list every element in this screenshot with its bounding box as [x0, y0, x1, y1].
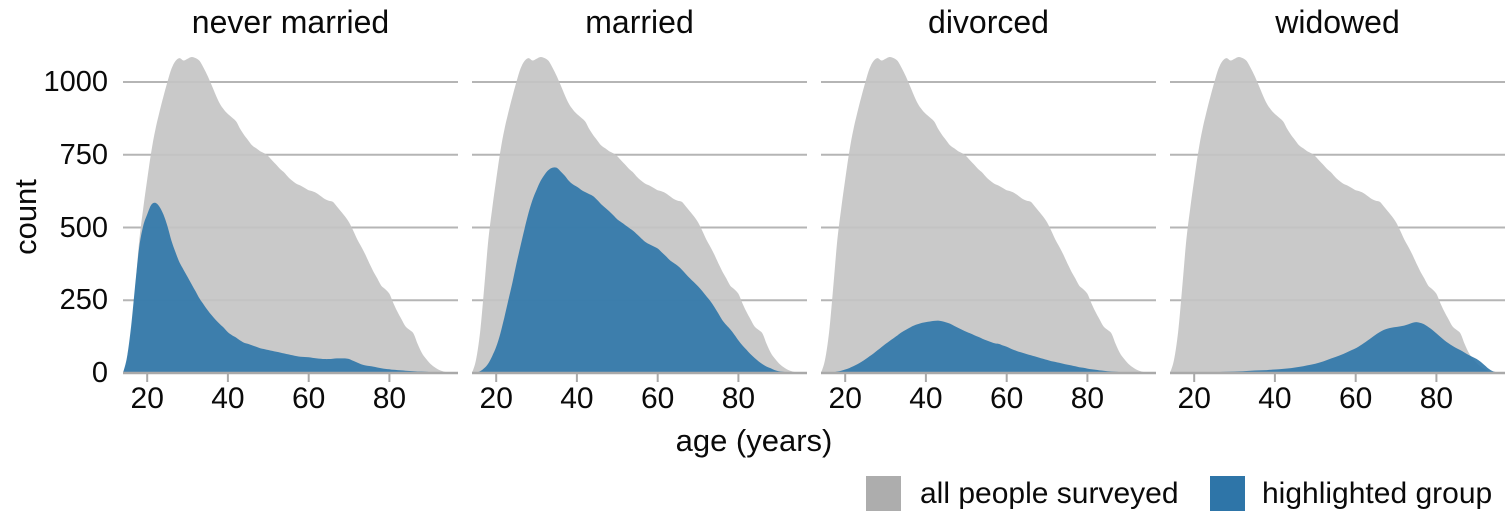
x-tick-label-20: 20 [130, 382, 164, 415]
area-highlighted-group [476, 167, 791, 373]
x-axis-title: age (years) [675, 423, 833, 458]
panel-plot-divorced [821, 56, 1156, 382]
y-tick-label-1000: 1000 [43, 66, 108, 98]
panel-title-divorced: divorced [928, 4, 1049, 40]
area-all-people [1170, 56, 1497, 373]
area-highlighted-group [829, 320, 1136, 373]
legend-label-highlighted-group: highlighted group [1262, 477, 1493, 510]
area-all-people [123, 56, 450, 373]
x-tick-label-80: 80 [721, 382, 756, 415]
y-tick-label-500: 500 [59, 211, 108, 244]
panel-plot-widowed [1170, 56, 1505, 382]
x-tick-label-20: 20 [1177, 382, 1211, 415]
x-tick-label-40: 40 [560, 382, 594, 415]
x-tick-label-60: 60 [1338, 382, 1373, 415]
x-tick-label-40: 40 [211, 382, 245, 415]
x-tick-label-60: 60 [640, 382, 675, 415]
area-all-people [821, 56, 1148, 373]
x-tick-label-60: 60 [989, 382, 1024, 415]
x-tick-label-40: 40 [909, 382, 943, 415]
panel-plot-married [472, 56, 807, 382]
x-tick-label-20: 20 [828, 382, 862, 415]
y-tick-label-0: 0 [91, 357, 108, 389]
area-highlighted-group [1194, 322, 1501, 373]
x-tick-label-80: 80 [372, 382, 407, 415]
x-tick-label-80: 80 [1070, 382, 1105, 415]
x-tick-label-20: 20 [479, 382, 513, 415]
legend: all people surveyed highlighted group [0, 474, 1508, 514]
legend-swatch-highlighted-group [1210, 476, 1245, 511]
x-tick-label-80: 80 [1419, 382, 1454, 415]
panel-title-never-married: never married [191, 4, 390, 40]
x-tick-label-40: 40 [1258, 382, 1292, 415]
x-tick-label-60: 60 [291, 382, 326, 415]
legend-swatch-all-people [866, 476, 901, 511]
legend-label-all-people: all people surveyed [920, 477, 1179, 510]
y-tick-label-750: 750 [59, 138, 108, 171]
panel-plot-never-married [123, 56, 458, 382]
panel-title-widowed: widowed [1275, 4, 1400, 40]
y-tick-label-250: 250 [59, 284, 108, 317]
panel-title-married: married [585, 4, 694, 40]
area-highlighted-group [123, 202, 442, 373]
